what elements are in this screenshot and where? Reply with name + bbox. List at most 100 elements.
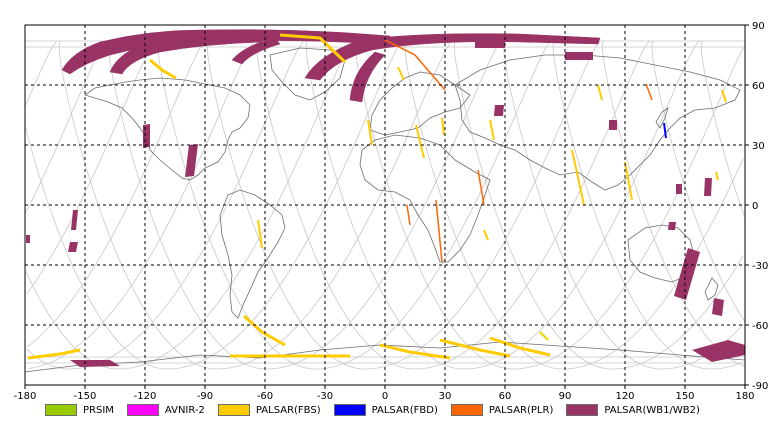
orbit-track xyxy=(315,40,552,370)
swath-wb-strip-11 xyxy=(674,248,700,300)
orbit-track xyxy=(552,40,711,370)
orbit-track xyxy=(157,40,316,370)
swath-fbs-9 xyxy=(624,161,633,201)
swath-plr-1 xyxy=(384,39,446,91)
legend-label-palsar-wb: PALSAR(WB1/WB2) xyxy=(604,404,700,416)
legend-item-avnir2: AVNIR-2 xyxy=(126,404,205,416)
swath-fbs-18 xyxy=(379,343,451,360)
axis-ticks: -180 -150 -120 -90 -60 -30 0 30 60 90 120 150 180 90 6… xyxy=(14,21,769,402)
swath-wb-strip-12 xyxy=(712,298,724,316)
swath-plr-3 xyxy=(477,169,485,206)
legend-item-palsar-fbs: PALSAR(FBS) xyxy=(217,404,321,416)
legend-swatch-palsar-fbd xyxy=(333,404,366,416)
coastline-new-zealand xyxy=(704,277,719,301)
legend-swatch-avnir2 xyxy=(126,404,159,416)
swath-wb-strip-6 xyxy=(494,105,504,116)
legend: PRSIM AVNIR-2 PALSAR(FBS) PALSAR(FBD) PA… xyxy=(45,400,713,420)
y-tick-label: -60 xyxy=(752,321,768,332)
swath-wb-strip-4 xyxy=(68,242,78,252)
x-tick-label: 60 xyxy=(499,391,512,402)
legend-label-prsim: PRSIM xyxy=(83,404,114,416)
swath-fbs-11 xyxy=(721,89,727,103)
orbit-track xyxy=(266,40,503,370)
swath-fbs-14 xyxy=(257,219,263,249)
legend-swatch-palsar-plr xyxy=(450,404,483,416)
swath-fbs-7 xyxy=(489,119,495,141)
coastline-japan xyxy=(655,107,669,129)
swath-wb-strip-14 xyxy=(70,360,120,367)
y-tick-label: -30 xyxy=(752,261,768,272)
y-tick-label: 90 xyxy=(752,21,765,32)
swath-fbs-20 xyxy=(489,336,551,357)
orbit-track xyxy=(26,40,206,348)
coastline-africa xyxy=(359,134,491,263)
swath-fbs-15 xyxy=(243,314,286,347)
swath-plr-4 xyxy=(406,204,411,226)
swath-wb-strip-10 xyxy=(668,222,676,230)
y-tick-label: 60 xyxy=(752,81,765,92)
x-tick-label: -90 xyxy=(197,391,213,402)
swath-fbs-5 xyxy=(415,124,425,159)
x-tick-label: 30 xyxy=(439,391,452,402)
swath-wb-strip-3 xyxy=(71,210,78,230)
swath-fbs-21 xyxy=(539,331,549,341)
orbit-track xyxy=(206,40,366,370)
swath-fbs-13 xyxy=(483,229,489,241)
swath-fbs-3 xyxy=(397,66,405,81)
legend-item-palsar-plr: PALSAR(PLR) xyxy=(450,404,553,416)
x-tick-label: 0 xyxy=(382,391,388,402)
legend-label-palsar-fbd: PALSAR(FBD) xyxy=(371,404,438,416)
orbit-track xyxy=(710,361,743,370)
legend-label-palsar-fbs: PALSAR(FBS) xyxy=(255,404,321,416)
swath-wb-block-1 xyxy=(565,52,593,60)
swath-wb-polar-arc-3 xyxy=(304,33,601,81)
orbit-track xyxy=(68,40,305,370)
swath-wb-strip-8 xyxy=(704,178,712,196)
y-tick-label: 30 xyxy=(752,141,765,152)
legend-item-palsar-wb: PALSAR(WB1/WB2) xyxy=(566,404,700,416)
orbit-track xyxy=(513,45,746,370)
x-tick-label: -150 xyxy=(74,391,97,402)
swath-fbs-6 xyxy=(441,117,445,136)
swath-fbs-1 xyxy=(149,58,177,80)
swath-fbd-1 xyxy=(663,122,667,139)
legend-item-prsim: PRSIM xyxy=(45,404,114,416)
y-tick-label: -90 xyxy=(752,381,768,392)
x-tick-label: -30 xyxy=(317,391,333,402)
legend-swatch-palsar-wb xyxy=(566,404,599,416)
orbit-track xyxy=(651,40,745,322)
legend-swatch-palsar-fbs xyxy=(217,404,250,416)
swath-fbs-8 xyxy=(571,149,585,206)
swath-wb-block-2 xyxy=(475,40,505,48)
swath-fbs-16 xyxy=(27,348,81,360)
swath-fbs-12 xyxy=(715,171,719,181)
swath-fbs-10 xyxy=(597,84,603,101)
swath-wb-polar-arc-5 xyxy=(231,37,281,65)
orbit-track xyxy=(562,158,744,370)
swath-wb-strip-7 xyxy=(609,120,617,130)
swath-fbs-2 xyxy=(279,33,347,64)
coastline-south-america xyxy=(219,189,286,319)
orbit-track xyxy=(25,40,58,106)
swath-wb-strip-5 xyxy=(26,235,30,243)
swath-wb-strip-1 xyxy=(143,124,150,148)
legend-swatch-prsim xyxy=(45,404,77,416)
legend-item-palsar-fbd: PALSAR(FBD) xyxy=(333,404,438,416)
coastline-europe xyxy=(369,71,471,136)
swath-wb-strip-2 xyxy=(185,144,198,177)
legend-label-avnir2: AVNIR-2 xyxy=(164,404,205,416)
lat-lon-grid xyxy=(25,25,745,385)
x-tick-label: -120 xyxy=(134,391,157,402)
orbit-track xyxy=(117,40,355,370)
swath-wb-strip-9 xyxy=(676,184,682,194)
swath-plr-2 xyxy=(435,199,443,263)
x-tick-label: 120 xyxy=(615,391,634,402)
orbit-track xyxy=(24,126,168,370)
observation-coverage xyxy=(26,29,745,367)
x-tick-label: 90 xyxy=(559,391,572,402)
swath-wb-strip-13 xyxy=(692,340,745,362)
x-tick-label: 180 xyxy=(735,391,754,402)
x-tick-label: -60 xyxy=(257,391,273,402)
swath-fbs-19 xyxy=(439,338,511,358)
x-tick-label: 150 xyxy=(675,391,694,402)
